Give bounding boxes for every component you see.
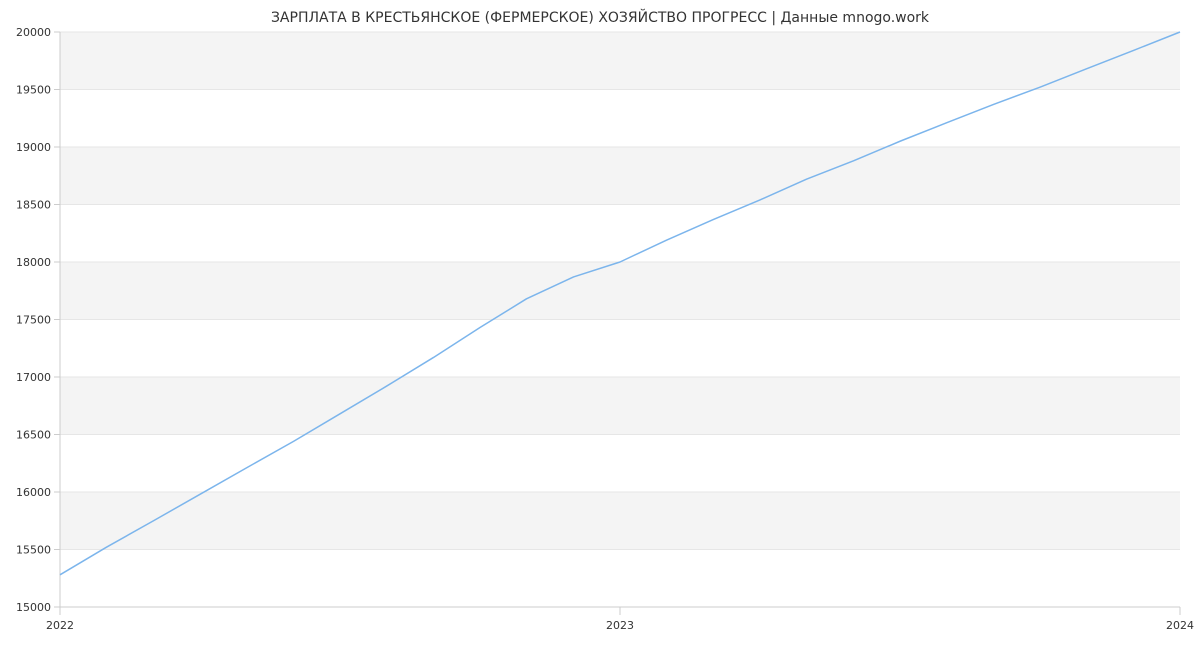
svg-text:17500: 17500 [16, 314, 51, 327]
svg-text:2024: 2024 [1166, 619, 1194, 632]
plot-svg: 15000 15500 16000 16500 17000 17500 18000 18500… [5, 32, 1185, 647]
plot-area: 1500015500160001650017000175001800018500… [60, 32, 1180, 607]
svg-text:2023: 2023 [606, 619, 634, 632]
svg-text:2022: 2022 [46, 619, 74, 632]
svg-text:15500: 15500 [16, 544, 51, 557]
svg-text:18500: 18500 [16, 199, 51, 212]
svg-text:20000: 20000 [16, 26, 51, 39]
salary-chart: ЗАРПЛАТА В КРЕСТЬЯНСКОЕ (ФЕРМЕРСКОЕ) ХОЗ… [0, 0, 1200, 650]
svg-text:17000: 17000 [16, 371, 51, 384]
chart-title: ЗАРПЛАТА В КРЕСТЬЯНСКОЕ (ФЕРМЕРСКОЕ) ХОЗ… [0, 10, 1200, 26]
svg-text:19500: 19500 [16, 84, 51, 97]
svg-text:19000: 19000 [16, 141, 51, 154]
svg-text:15000: 15000 [16, 601, 51, 614]
svg-text:16500: 16500 [16, 429, 51, 442]
svg-text:18000: 18000 [16, 256, 51, 269]
svg-text:16000: 16000 [16, 486, 51, 499]
